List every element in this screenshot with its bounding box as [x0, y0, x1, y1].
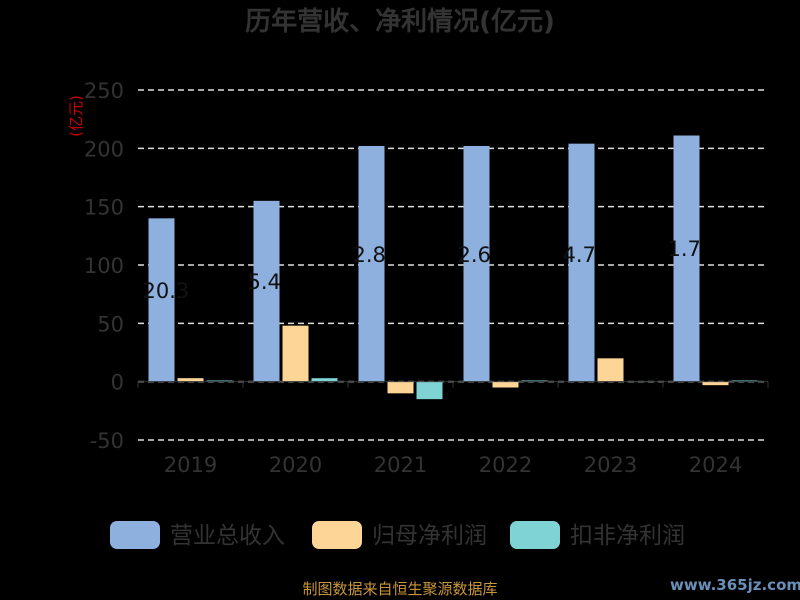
legend-item[interactable]: 归母净利润 — [312, 521, 487, 549]
y-tick-label: 150 — [84, 196, 124, 220]
bar-2024-series-1[interactable] — [702, 381, 729, 386]
y-tick-label: 250 — [84, 79, 124, 103]
bar-2023-series-0[interactable] — [568, 143, 595, 382]
x-tick-label: 2020 — [269, 453, 322, 477]
y-tick-label: -50 — [90, 429, 124, 453]
data-label: 20.3 — [143, 279, 190, 303]
data-label: 1.7 — [668, 237, 701, 261]
bar-2024-series-2[interactable] — [731, 380, 758, 382]
data-labels: 20.3 5.4 2.8 2.6 4.7 1.7 — [143, 237, 701, 303]
bar-2022-series-0[interactable] — [463, 146, 490, 382]
bar-2021-series-2[interactable] — [416, 381, 443, 400]
data-label: 4.7 — [563, 243, 596, 267]
y-tick-label: 200 — [84, 137, 124, 161]
legend-swatch — [510, 521, 560, 549]
x-tick-label: 2023 — [584, 453, 637, 477]
bar-2024-series-0[interactable] — [673, 135, 700, 382]
bars — [148, 135, 758, 400]
x-axis: 2019 2020 2021 2022 2023 2024 — [137, 381, 769, 477]
legend-label: 营业总收入 — [170, 523, 285, 549]
bar-2019-series-1[interactable] — [177, 378, 204, 382]
y-axis-tick-labels: 250 200 150 100 50 0 -50 — [84, 79, 124, 453]
bar-2019-series-0[interactable] — [148, 218, 175, 382]
bar-2021-series-1[interactable] — [387, 381, 414, 394]
bar-2020-series-2[interactable] — [311, 378, 338, 382]
source-note: 制图数据来自恒生聚源数据库 — [302, 580, 497, 598]
legend-swatch — [312, 521, 362, 549]
data-label: 2.6 — [458, 243, 491, 267]
data-label: 2.8 — [353, 243, 386, 267]
bar-2023-series-1[interactable] — [597, 358, 624, 382]
y-tick-label: 100 — [84, 254, 124, 278]
bar-2020-series-0[interactable] — [253, 200, 280, 382]
x-tick-label: 2022 — [479, 453, 532, 477]
x-tick-label: 2019 — [164, 453, 217, 477]
legend[interactable]: 营业总收入 归母净利润 扣非净利润 — [110, 521, 685, 549]
y-axis-unit-label: (亿元) — [67, 95, 85, 137]
x-tick-label: 2024 — [689, 453, 742, 477]
bar-2022-series-2[interactable] — [521, 380, 548, 382]
y-tick-label: 50 — [97, 312, 124, 336]
bar-2022-series-1[interactable] — [492, 381, 519, 388]
legend-label: 扣非净利润 — [570, 523, 685, 549]
bar-2021-series-0[interactable] — [358, 146, 385, 382]
data-label: 5.4 — [248, 270, 281, 294]
legend-item[interactable]: 营业总收入 — [110, 521, 285, 549]
bar-2020-series-1[interactable] — [282, 325, 309, 382]
legend-item[interactable]: 扣非净利润 — [510, 521, 685, 549]
x-tick-label: 2021 — [374, 453, 427, 477]
watermark: www.365jz.com — [670, 576, 800, 594]
y-tick-label: 0 — [111, 371, 124, 395]
legend-label: 归母净利润 — [372, 523, 487, 549]
chart-title: 历年营收、净利情况(亿元) — [245, 6, 555, 37]
bar-2019-series-2[interactable] — [206, 380, 233, 382]
legend-swatch — [110, 521, 160, 549]
